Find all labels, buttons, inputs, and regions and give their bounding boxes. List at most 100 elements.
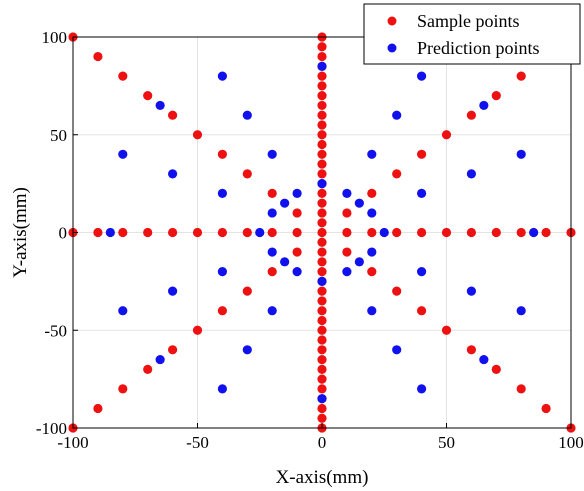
prediction-point [255, 227, 265, 238]
sample-point [541, 403, 551, 414]
sample-point [118, 227, 128, 238]
prediction-point [217, 384, 227, 394]
prediction-point [367, 247, 377, 257]
sample-point [192, 227, 203, 238]
sample-point [367, 267, 377, 277]
sample-point [242, 286, 252, 296]
sample-point [317, 120, 327, 130]
sample-point [168, 345, 178, 355]
sample-point [192, 130, 203, 140]
sample-point [317, 267, 327, 277]
y-tick-label: 0 [59, 224, 68, 243]
prediction-point [417, 384, 427, 394]
sample-point [317, 110, 327, 120]
prediction-point [118, 149, 128, 159]
prediction-point [317, 61, 327, 71]
y-tick-label: 50 [50, 126, 67, 145]
prediction-point [392, 110, 402, 120]
sample-point [317, 384, 327, 394]
sample-point [417, 227, 427, 238]
sample-point [93, 403, 103, 414]
sample-point [441, 130, 452, 140]
sample-point [292, 247, 302, 257]
sample-point [317, 159, 327, 169]
sample-point [317, 335, 327, 345]
sample-point [317, 345, 327, 355]
sample-point [317, 42, 327, 52]
legend-marker-prediction-points [387, 43, 397, 53]
prediction-point [267, 149, 277, 159]
sample-point [491, 227, 501, 238]
sample-point [367, 188, 377, 198]
sample-point [541, 227, 551, 238]
axis-ticks: -100 -50 0 50 100 -100 -50 0 50 100 [36, 28, 584, 452]
sample-point [143, 364, 153, 374]
x-tick-label: 50 [438, 433, 455, 452]
data-points [68, 32, 576, 433]
sample-point [317, 296, 327, 306]
sample-point [317, 325, 327, 335]
sample-point [392, 227, 402, 238]
sample-point [317, 198, 327, 208]
sample-point [417, 306, 427, 316]
prediction-point [516, 149, 526, 159]
prediction-point [168, 169, 178, 179]
prediction-point [217, 267, 227, 277]
prediction-point [242, 110, 252, 120]
x-tick-label: 100 [558, 433, 584, 452]
sample-point [342, 247, 352, 257]
sample-point [168, 227, 178, 238]
sample-point [317, 91, 327, 101]
prediction-point [280, 198, 290, 208]
prediction-point [479, 100, 489, 111]
legend-label-prediction-points: Prediction points [417, 38, 540, 58]
sample-point [242, 169, 252, 179]
prediction-point [417, 71, 427, 81]
sample-point [317, 218, 327, 228]
sample-point [292, 208, 302, 218]
sample-point [516, 71, 526, 81]
prediction-point [317, 394, 327, 404]
legend-box [363, 3, 581, 65]
prediction-point [466, 286, 476, 296]
sample-point [516, 384, 526, 394]
sample-point [317, 71, 327, 81]
x-axis-label: X-axis(mm) [276, 467, 369, 488]
prediction-point [267, 247, 277, 257]
x-tick-label: -100 [57, 433, 88, 452]
sample-point [342, 208, 352, 218]
sample-point [267, 188, 277, 198]
sample-point [466, 345, 476, 355]
y-tick-label: -50 [44, 321, 67, 340]
prediction-point [529, 227, 539, 238]
sample-point [516, 227, 526, 238]
sample-point [317, 139, 327, 150]
prediction-point [342, 188, 352, 198]
sample-point [491, 364, 501, 374]
prediction-point [516, 306, 526, 316]
sample-point [317, 247, 327, 257]
sample-point [93, 227, 103, 238]
sample-point [217, 227, 227, 238]
prediction-point [217, 188, 227, 198]
sample-point [317, 413, 327, 423]
prediction-point [417, 267, 427, 277]
sample-point [143, 227, 153, 238]
sample-point [342, 227, 352, 238]
sample-point [317, 51, 327, 62]
prediction-point [155, 100, 165, 111]
prediction-point [242, 345, 252, 355]
prediction-point [317, 179, 327, 189]
sample-point [317, 81, 327, 91]
x-tick-label: -50 [186, 433, 209, 452]
sample-point [317, 257, 327, 267]
sample-point [491, 91, 501, 101]
sample-point [317, 208, 327, 218]
prediction-point [367, 149, 377, 159]
sample-point [317, 227, 327, 238]
sample-point [267, 227, 277, 238]
prediction-point [292, 267, 302, 277]
sample-point [242, 227, 252, 238]
sample-point [317, 286, 327, 296]
